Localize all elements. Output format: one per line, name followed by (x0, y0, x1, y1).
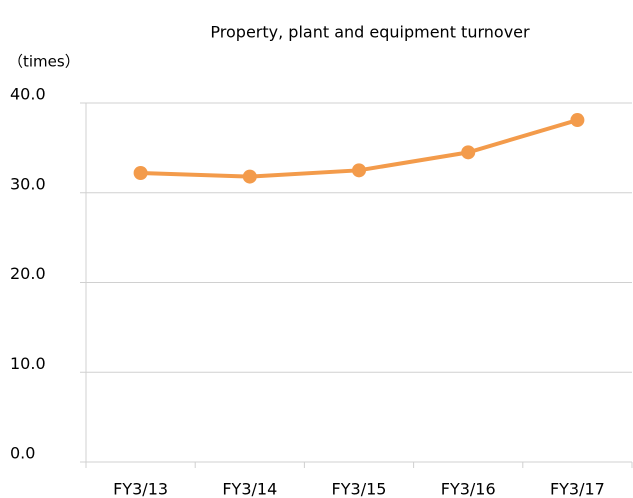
x-tick-label: FY3/17 (550, 480, 605, 498)
point (352, 163, 366, 178)
y-axis-label: （times） (8, 53, 80, 71)
y-tick-label: 40.0 (10, 85, 46, 104)
y-tick-label: 0.0 (10, 444, 35, 463)
x-tick-label: FY3/16 (441, 480, 496, 498)
point (133, 166, 148, 181)
y-tick-label: 20.0 (10, 264, 46, 283)
point (461, 145, 476, 160)
y-tick-label: 10.0 (10, 354, 46, 373)
x-tick-label: FY3/13 (113, 480, 168, 498)
point (570, 113, 585, 128)
y-tick-label: 30.0 (10, 174, 46, 193)
x-tick-label: FY3/14 (222, 480, 277, 498)
chart-title: Property, plant and equipment turnover (210, 23, 530, 42)
x-tick-label: FY3/15 (332, 480, 387, 498)
point (242, 169, 257, 184)
